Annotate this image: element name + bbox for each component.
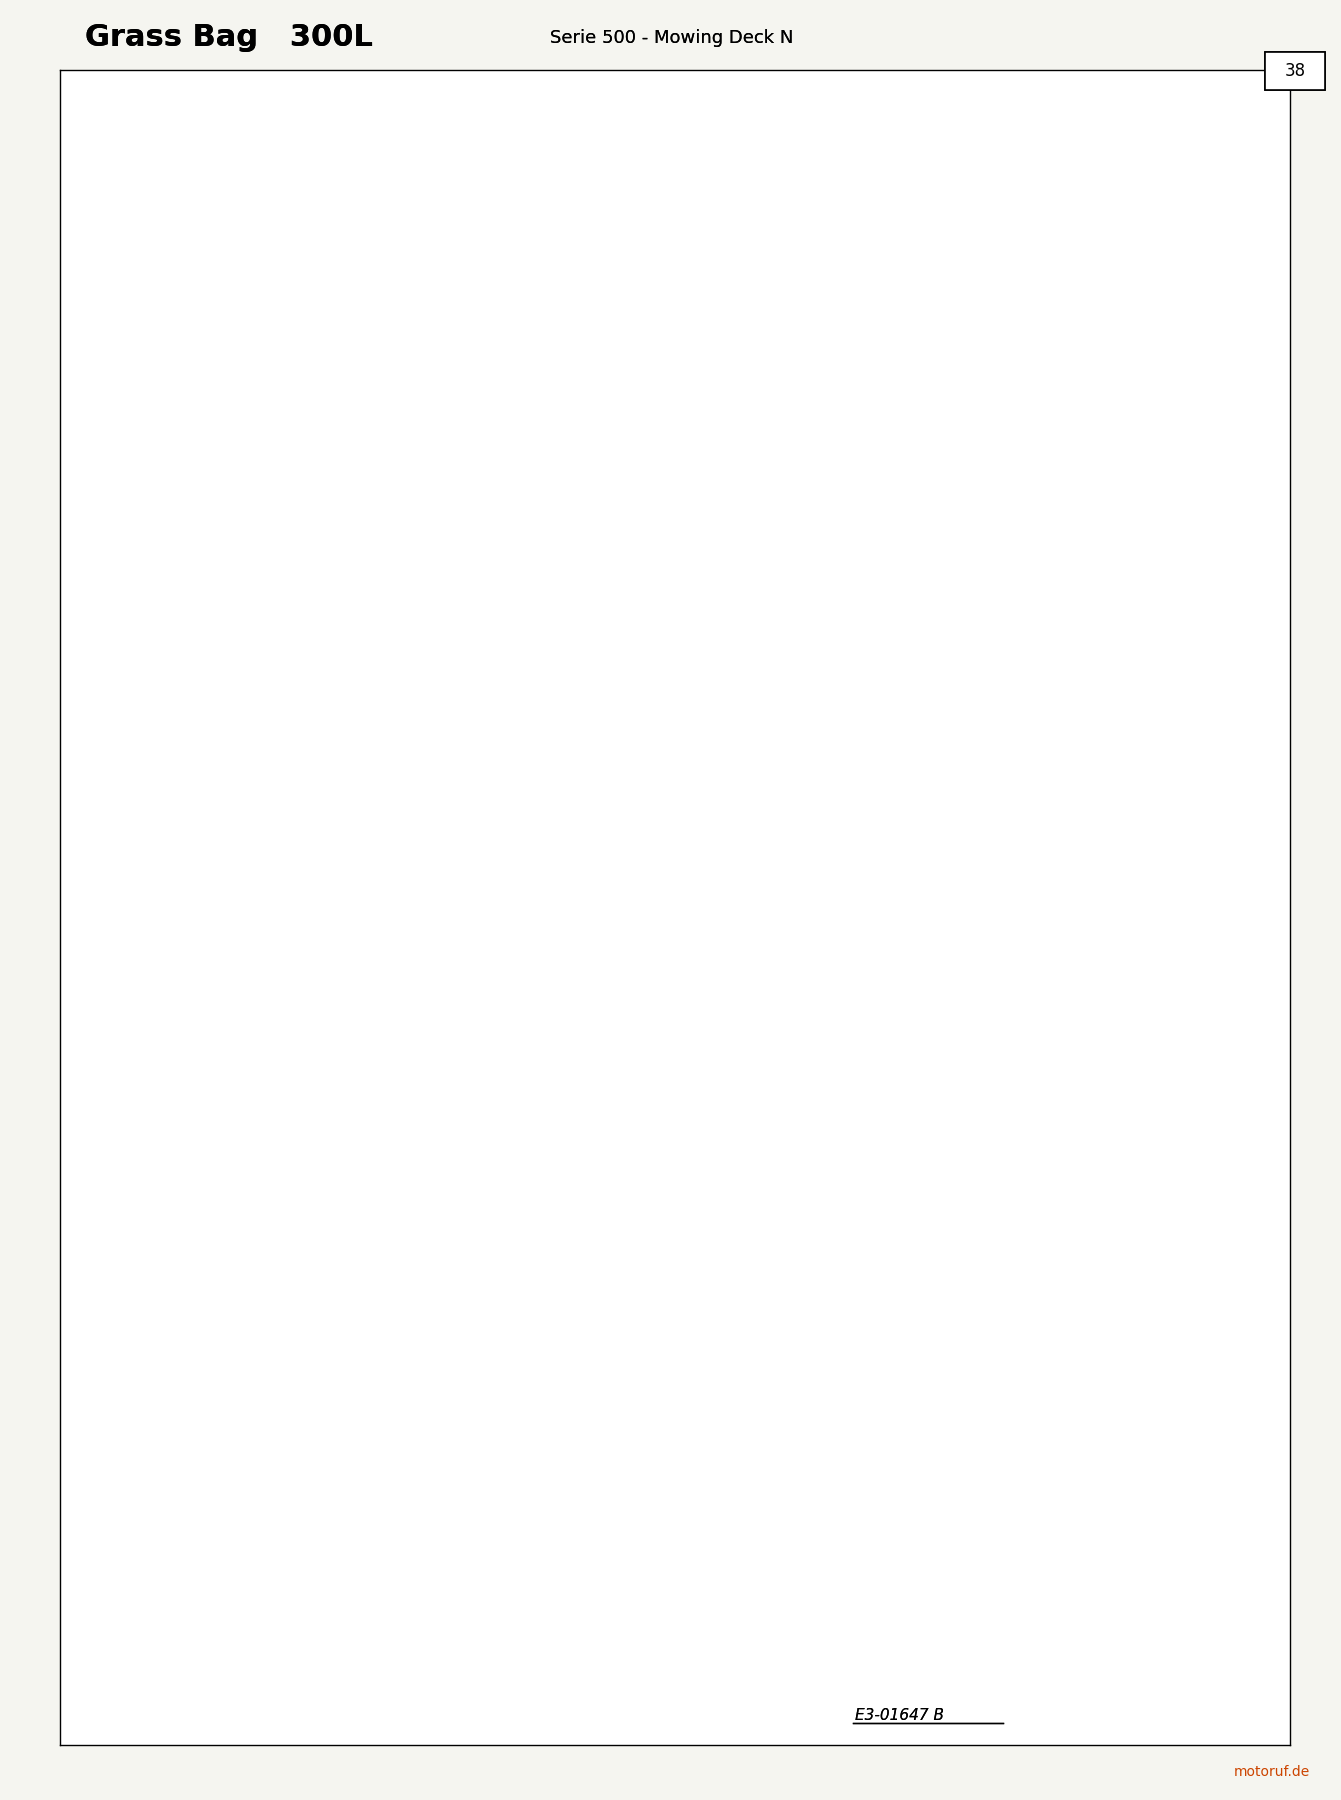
Text: 38: 38 xyxy=(1285,61,1306,79)
FancyBboxPatch shape xyxy=(1265,52,1325,90)
FancyBboxPatch shape xyxy=(1265,52,1325,90)
Text: E3-01647 B: E3-01647 B xyxy=(856,1708,944,1723)
Text: motoruf.de: motoruf.de xyxy=(1234,1766,1310,1778)
Text: Serie 500 - Mowing Deck N: Serie 500 - Mowing Deck N xyxy=(550,29,794,47)
Text: Grass Bag   300L: Grass Bag 300L xyxy=(84,23,373,52)
Text: Serie 500 - Mowing Deck N: Serie 500 - Mowing Deck N xyxy=(550,29,794,47)
Text: Grass Bag   300L: Grass Bag 300L xyxy=(84,23,373,52)
Text: E3-01647 B: E3-01647 B xyxy=(856,1708,944,1723)
Text: 38: 38 xyxy=(1285,61,1306,79)
